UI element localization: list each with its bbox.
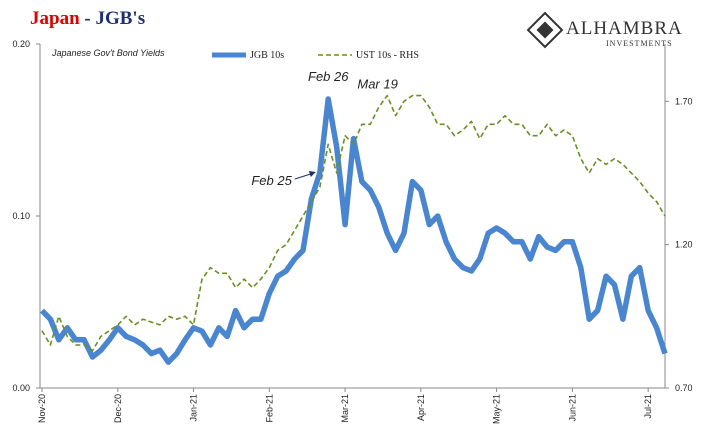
x-tick-label: Dec-20 [113, 394, 123, 423]
annotation: Feb 26 [308, 69, 349, 84]
logo: ALHAMBRA INVESTMENTS [526, 11, 683, 49]
y2-tick-label: 1.20 [675, 240, 693, 250]
logo-icon [526, 11, 564, 49]
x-tick-label: Jan-21 [189, 394, 199, 422]
title-suffix: - JGB's [80, 8, 145, 29]
series-line [40, 96, 668, 365]
y-tick-label: 0.20 [12, 39, 30, 49]
y-tick-label: 0.00 [12, 383, 30, 393]
x-tick-label: Jun-21 [567, 394, 577, 422]
chart-title: Japan - JGB's [30, 8, 145, 29]
y-tick-label: 0.10 [12, 211, 30, 221]
series-line [41, 94, 666, 352]
annotation: Feb 25 [251, 173, 292, 188]
x-tick-label: May-21 [492, 394, 502, 424]
legend-label: UST 10s - RHS [356, 50, 419, 61]
x-tick-label: Jul-21 [643, 394, 653, 419]
annotation: Mar 19 [357, 77, 397, 92]
logo-name: ALHAMBRA [566, 18, 683, 39]
title-main: Japan [30, 8, 80, 29]
logo-tagline: INVESTMENTS [606, 39, 673, 48]
legend-label: JGB 10s [250, 50, 284, 61]
y2-tick-label: 0.70 [675, 383, 693, 393]
annotation-arrowhead [308, 171, 316, 177]
x-tick-label: Apr-21 [416, 394, 426, 421]
x-tick-label: Feb-21 [264, 394, 274, 423]
x-tick-label: Nov-20 [37, 394, 47, 423]
y2-tick-label: 1.70 [675, 96, 693, 106]
subtitle: Japanese Gov't Bond Yields [51, 48, 165, 58]
x-tick-label: Mar-21 [340, 394, 350, 423]
